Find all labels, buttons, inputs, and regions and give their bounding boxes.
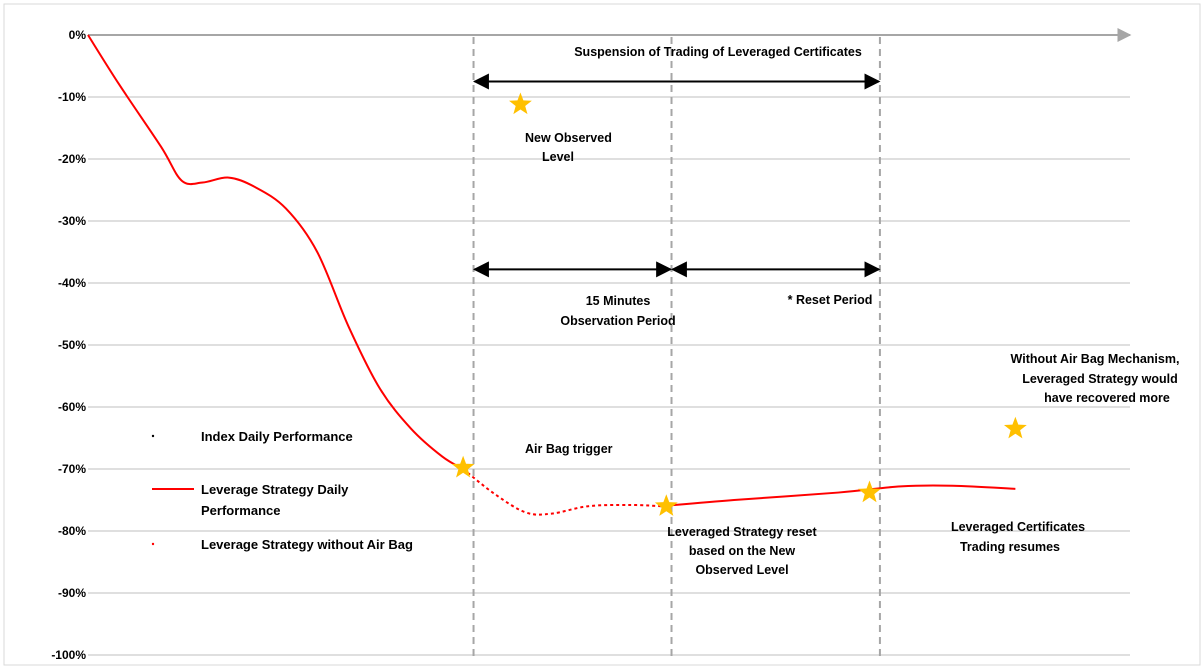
annotation-air-bag-trigger: Air Bag trigger xyxy=(525,442,613,456)
y-tick-label: -70% xyxy=(58,462,86,476)
x-axis xyxy=(88,28,1132,42)
annotation-without-air-bag-line2: Leveraged Strategy would xyxy=(1022,372,1178,386)
series-line-0 xyxy=(87,34,464,470)
period-arrows xyxy=(472,73,881,278)
legend-label-leverage: Leverage Strategy Daily Performance xyxy=(201,482,352,518)
y-tick-label: -40% xyxy=(58,276,86,290)
star-without-air-bag xyxy=(1003,416,1027,439)
annotation-observation-line2: Observation Period xyxy=(560,314,675,328)
legend-label-without-air-bag: Leverage Strategy without Air Bag xyxy=(201,537,413,552)
star-trading-resumes xyxy=(858,480,881,503)
y-tick-label: -80% xyxy=(58,524,86,538)
legend-label-leverage-line1: Leverage Strategy Daily xyxy=(201,482,349,497)
star-new-observed-level xyxy=(509,92,532,115)
y-tick-label: 0% xyxy=(69,28,87,42)
y-tick-label: -90% xyxy=(58,586,86,600)
annotation-resumes-line2: Trading resumes xyxy=(960,540,1060,554)
legend-label-index: Index Daily Performance xyxy=(201,429,353,444)
series-line-1 xyxy=(462,468,662,516)
legend-swatch-without-air-bag xyxy=(151,542,155,546)
annotation-new-observed-line1: New Observed xyxy=(525,131,612,145)
annotation-strategy-reset-line1: Leveraged Strategy reset xyxy=(667,525,817,539)
y-tick-label: -10% xyxy=(58,90,86,104)
annotation-without-air-bag-line3: have recovered more xyxy=(1044,391,1170,405)
y-tick-label: -100% xyxy=(51,648,86,662)
star-air-bag-trigger xyxy=(451,455,475,478)
star-leveraged-strategy-reset xyxy=(654,494,678,516)
gridlines xyxy=(88,96,1130,656)
annotation-without-air-bag-line1: Without Air Bag Mechanism, xyxy=(1011,352,1180,366)
annotation-observation-line1: 15 Minutes xyxy=(586,294,651,308)
annotation-suspension: Suspension of Trading of Leveraged Certi… xyxy=(574,45,862,59)
annotation-strategy-reset-line2: based on the New xyxy=(689,544,796,558)
annotation-resumes-line1: Leveraged Certificates xyxy=(951,520,1085,534)
y-axis-ticks: 0% -10% -20% -30% -40% -50% -60% -70% -80% -90% -1… xyxy=(51,28,86,662)
y-tick-label: -50% xyxy=(58,338,86,352)
y-tick-label: -20% xyxy=(58,152,86,166)
annotation-reset-period: * Reset Period xyxy=(788,293,873,307)
annotations: Suspension of Trading of Leveraged Certi… xyxy=(525,45,1179,577)
y-tick-label: -60% xyxy=(58,400,86,414)
star-markers xyxy=(451,92,1027,516)
chart-frame xyxy=(3,3,1201,666)
series-lines xyxy=(87,34,1016,516)
vertical-markers xyxy=(472,37,881,659)
y-tick-label: -30% xyxy=(58,214,86,228)
series-line-2 xyxy=(661,484,1016,508)
legend-label-leverage-line2: Performance xyxy=(201,503,280,518)
annotation-new-observed-line2: Level xyxy=(542,150,574,164)
legend-swatch-index xyxy=(151,434,155,438)
annotation-strategy-reset-line3: Observed Level xyxy=(695,563,788,577)
legend: Index Daily Performance Leverage Strateg… xyxy=(151,429,413,552)
